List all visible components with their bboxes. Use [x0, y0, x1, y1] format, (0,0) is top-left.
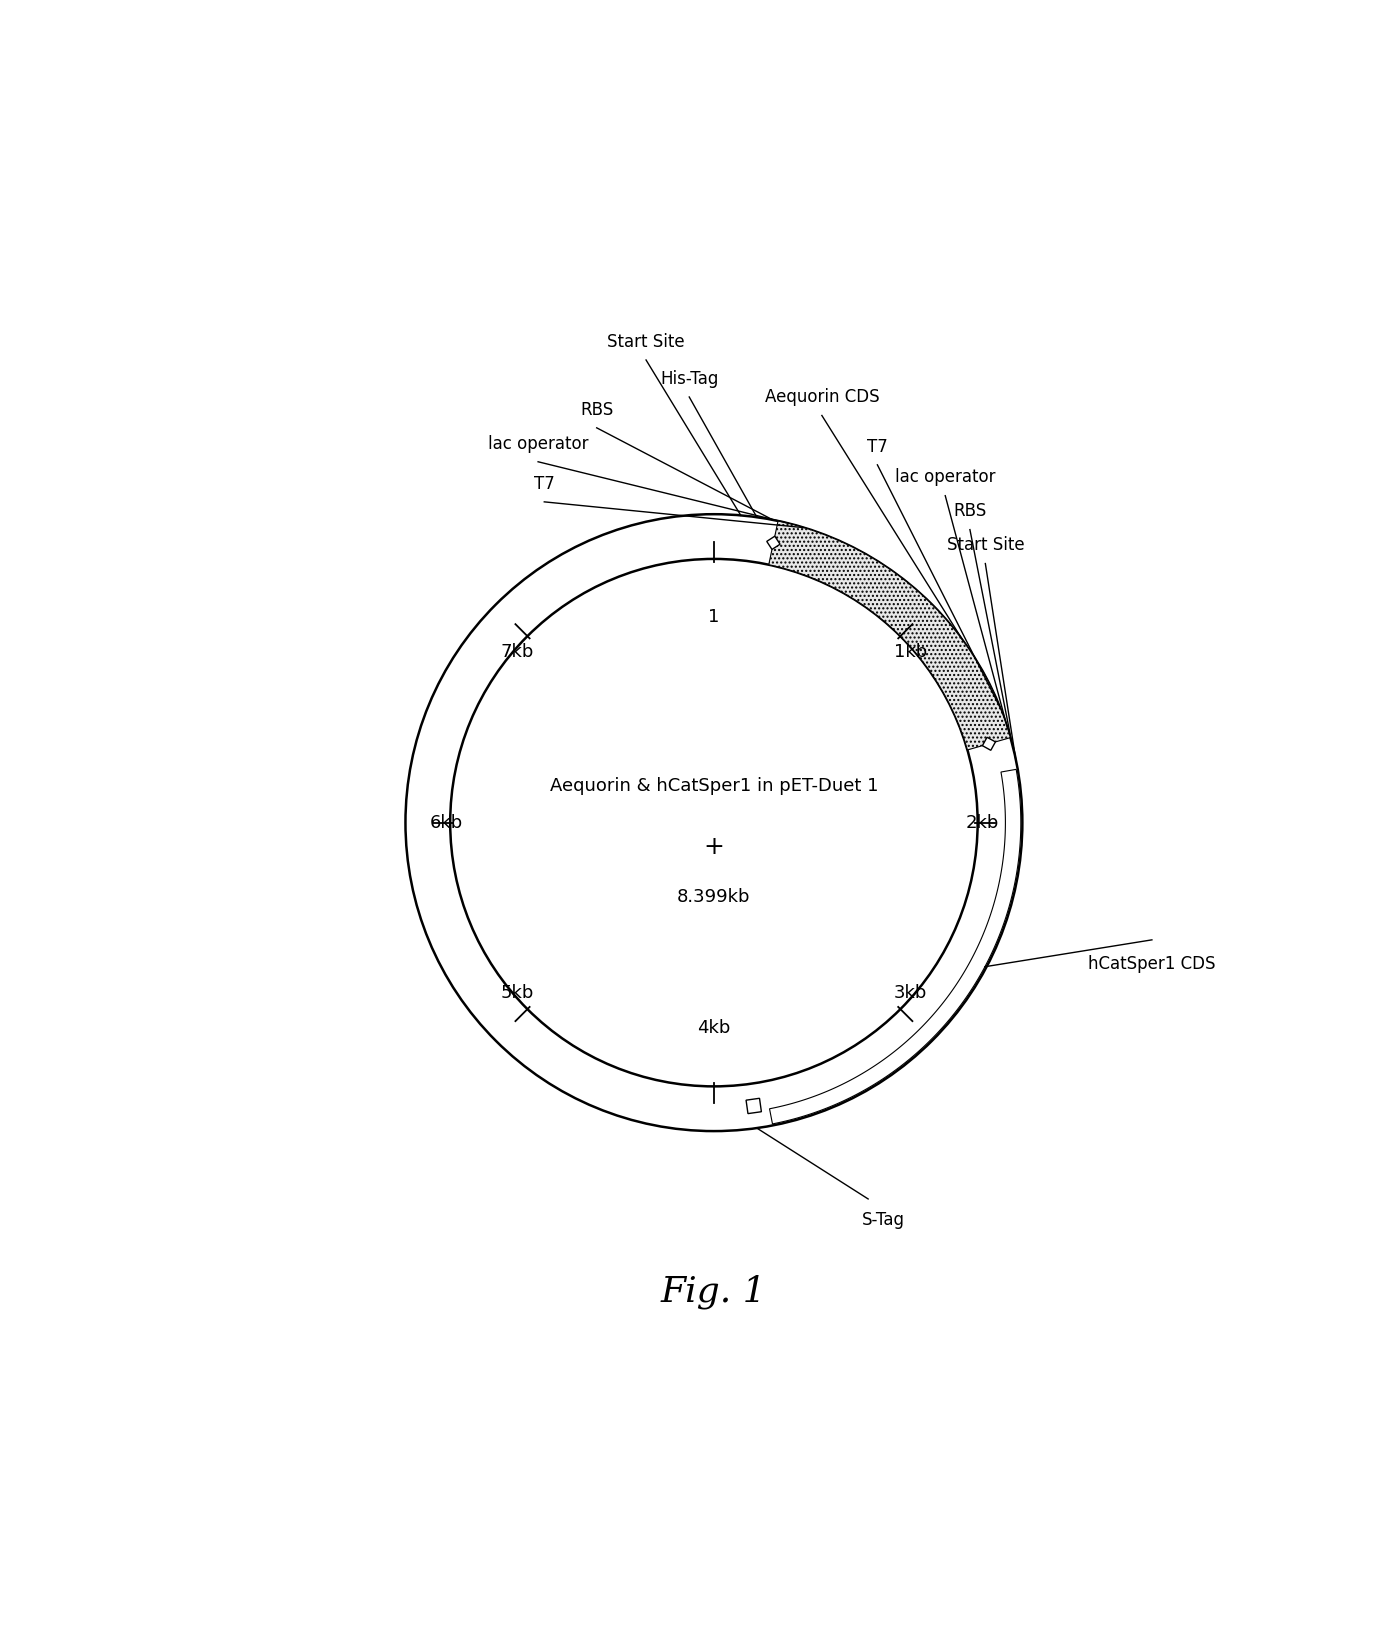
Text: +: + [703, 836, 724, 860]
Polygon shape [982, 738, 996, 751]
Text: 3kb: 3kb [894, 984, 928, 1002]
Text: S-Tag: S-Tag [862, 1212, 905, 1230]
Text: hCatSper1 CDS: hCatSper1 CDS [1088, 955, 1216, 973]
Text: 6kb: 6kb [429, 813, 462, 832]
Text: His-Tag: His-Tag [660, 370, 719, 388]
Text: T7: T7 [534, 474, 554, 492]
Text: 1kb: 1kb [894, 643, 928, 661]
Text: Aequorin CDS: Aequorin CDS [765, 388, 879, 406]
Text: 1: 1 [708, 608, 720, 626]
Text: lac operator: lac operator [488, 435, 588, 453]
Text: RBS: RBS [579, 401, 613, 419]
Text: Aequorin & hCatSper1 in pET-Duet 1: Aequorin & hCatSper1 in pET-Duet 1 [550, 777, 878, 795]
Text: 8.399kb: 8.399kb [677, 888, 751, 906]
Text: Start Site: Start Site [607, 332, 685, 350]
Polygon shape [747, 1098, 762, 1114]
Text: 2kb: 2kb [965, 813, 999, 832]
Polygon shape [766, 536, 780, 549]
Text: RBS: RBS [953, 502, 986, 520]
Text: T7: T7 [866, 438, 887, 456]
Text: 4kb: 4kb [698, 1020, 730, 1038]
Text: Start Site: Start Site [946, 536, 1024, 554]
Text: 5kb: 5kb [500, 984, 534, 1002]
Text: lac operator: lac operator [894, 469, 996, 487]
Text: Fig. 1: Fig. 1 [662, 1274, 766, 1308]
Text: 7kb: 7kb [500, 643, 534, 661]
Polygon shape [769, 521, 1010, 749]
Polygon shape [769, 769, 1021, 1124]
